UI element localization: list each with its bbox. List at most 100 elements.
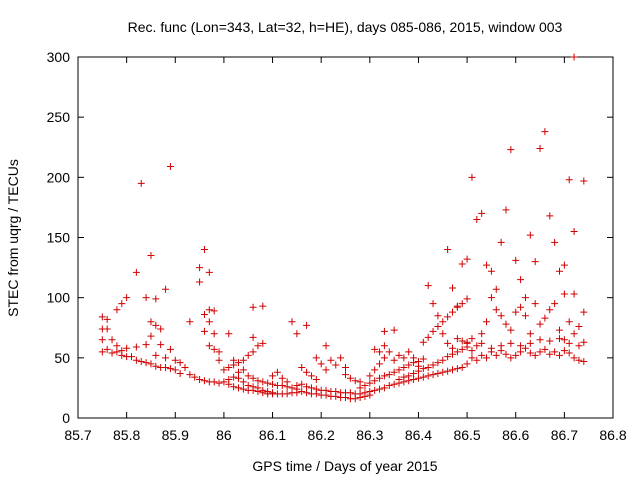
data-point	[541, 314, 549, 322]
data-point	[434, 323, 442, 331]
data-point	[376, 348, 384, 356]
data-point	[278, 382, 286, 390]
data-point	[502, 350, 510, 358]
data-point	[142, 359, 150, 367]
data-point	[346, 374, 354, 382]
data-point	[366, 372, 374, 380]
data-point	[152, 321, 160, 329]
data-point	[570, 53, 578, 61]
data-point	[196, 278, 204, 286]
data-point	[215, 348, 223, 356]
data-point	[556, 267, 563, 275]
x-tick-label: 85.7	[64, 427, 91, 443]
data-point	[463, 295, 471, 303]
data-point	[147, 360, 155, 368]
data-point	[541, 345, 549, 353]
data-point	[556, 351, 563, 359]
data-point	[453, 335, 461, 343]
data-point	[414, 374, 422, 382]
data-point	[298, 380, 306, 388]
data-point	[249, 303, 257, 311]
data-point	[439, 330, 447, 338]
data-point	[200, 327, 208, 335]
data-point	[293, 330, 301, 338]
data-point	[259, 339, 267, 347]
y-axis: 0 50 100 150 200 250 300	[47, 49, 613, 426]
data-point	[312, 354, 320, 362]
data-point	[444, 339, 452, 347]
data-point	[205, 306, 213, 314]
data-point	[536, 336, 544, 344]
data-point	[429, 327, 437, 335]
data-point	[468, 173, 476, 181]
data-point	[157, 341, 165, 349]
data-point	[166, 345, 174, 353]
x-tick-label: 86.8	[599, 427, 626, 443]
data-point	[517, 348, 525, 356]
data-point	[322, 366, 330, 374]
data-point	[444, 367, 452, 375]
data-point	[419, 373, 427, 381]
chart-title: Rec. func (Lon=343, Lat=32, h=HE), days …	[128, 19, 563, 35]
data-point	[478, 339, 486, 347]
data-point	[332, 361, 340, 369]
x-tick-label: 86.7	[551, 427, 578, 443]
data-point	[205, 268, 213, 276]
data-point	[157, 325, 165, 333]
y-tick-label: 250	[47, 109, 71, 125]
data-point	[526, 231, 534, 239]
data-point	[200, 246, 208, 254]
data-point	[98, 325, 106, 333]
data-point	[239, 385, 247, 393]
data-point	[551, 300, 559, 308]
data-point	[259, 378, 267, 386]
plot-frame	[77, 56, 614, 419]
data-point	[298, 388, 306, 396]
data-point	[492, 351, 500, 359]
data-point	[210, 345, 218, 353]
data-point	[546, 212, 554, 220]
data-point	[162, 354, 170, 362]
data-point	[507, 146, 515, 154]
data-point	[147, 332, 155, 340]
data-point	[225, 330, 233, 338]
data-point	[483, 354, 491, 362]
data-point	[230, 356, 238, 364]
data-point	[424, 282, 432, 290]
data-point	[565, 349, 573, 357]
data-point	[307, 384, 315, 392]
x-axis-label: GPS time / Days of year 2015	[252, 458, 437, 474]
data-point	[152, 351, 160, 359]
data-point	[405, 348, 413, 356]
data-point	[303, 383, 311, 391]
data-point	[200, 377, 208, 385]
data-point	[468, 354, 476, 362]
data-point	[405, 372, 413, 380]
data-point	[239, 366, 247, 374]
data-point	[546, 337, 554, 345]
data-point	[390, 368, 398, 376]
data-point	[191, 373, 199, 381]
data-point	[570, 290, 578, 298]
data-point	[507, 326, 515, 334]
data-point	[118, 347, 126, 355]
data-point	[483, 261, 491, 269]
data-point	[410, 369, 418, 377]
data-point	[458, 363, 466, 371]
data-point	[531, 351, 539, 359]
data-point	[205, 318, 213, 326]
data-point	[429, 371, 437, 379]
data-point	[225, 363, 233, 371]
data-point	[570, 227, 578, 235]
data-point	[512, 308, 520, 316]
data-point	[162, 285, 170, 293]
data-point	[108, 349, 116, 357]
data-point	[531, 258, 539, 266]
data-point	[507, 339, 515, 347]
x-tick-label: 86.1	[259, 427, 286, 443]
data-point	[225, 380, 233, 388]
data-point	[444, 353, 452, 361]
data-point	[521, 344, 529, 352]
data-point	[468, 347, 476, 355]
